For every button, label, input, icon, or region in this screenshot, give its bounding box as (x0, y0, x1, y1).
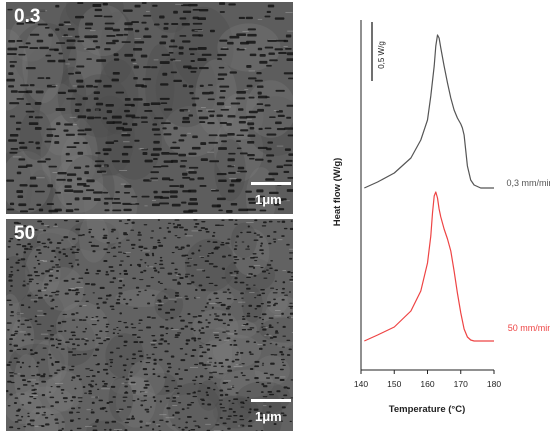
dsc-chart: 140 150 160 170 180 Temperature (°C) Heat fl… (332, 20, 550, 415)
x-tick-label: 170 (454, 379, 468, 389)
scale-bar-label: 1μm (255, 409, 282, 424)
series-label: 50 mm/min (508, 323, 550, 333)
series-line (364, 191, 494, 342)
sem-texture (6, 219, 293, 431)
panel-label: 50 (14, 223, 36, 244)
scale-bar (251, 399, 291, 402)
curves: 0,3 mm/min 50 mm/min (364, 34, 550, 342)
x-tick-label: 180 (487, 379, 501, 389)
x-tick-label: 140 (354, 379, 368, 389)
panel-label: 0.3 (14, 6, 41, 27)
scale-bar (251, 182, 291, 185)
x-axis-label: Temperature (°C) (389, 404, 465, 415)
series-line (364, 34, 494, 189)
chart-axes (360, 20, 494, 371)
sem-micrograph-0-3: 0.3 1μm (6, 2, 293, 214)
x-ticks: 140 150 160 170 180 (354, 370, 501, 389)
scale-bar-label: 1μm (255, 192, 282, 207)
x-tick-label: 160 (420, 379, 434, 389)
sem-texture (6, 2, 293, 214)
y-axis-label: Heat flow (W/g) (332, 158, 343, 227)
scale-bar-label: 0,5 W/g (377, 41, 386, 69)
sem-micrograph-50: 50 1μm (6, 219, 293, 431)
series-label: 0,3 mm/min (506, 178, 550, 188)
x-tick-label: 150 (387, 379, 401, 389)
